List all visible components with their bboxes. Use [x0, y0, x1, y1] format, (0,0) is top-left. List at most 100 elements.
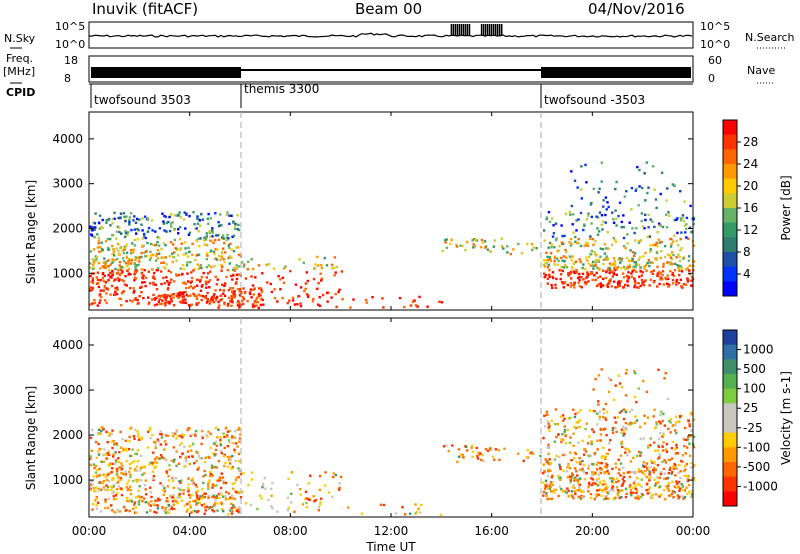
- data-cell: [235, 491, 238, 494]
- data-cell: [147, 503, 150, 506]
- data-cell: [162, 276, 165, 280]
- data-cell: [164, 443, 168, 446]
- data-cell: [572, 231, 575, 234]
- data-cell: [173, 228, 176, 232]
- data-cell: [624, 487, 628, 490]
- data-cell: [675, 415, 678, 418]
- colorbar-tick-label: 500: [743, 362, 766, 376]
- data-cell: [646, 466, 649, 470]
- data-cell: [614, 427, 617, 430]
- data-cell: [674, 464, 677, 467]
- data-cell: [168, 464, 171, 467]
- data-cell: [180, 301, 183, 304]
- data-cell: [656, 272, 659, 275]
- data-cell: [593, 252, 597, 255]
- data-cell: [223, 446, 226, 450]
- data-cell: [261, 298, 264, 302]
- data-cell: [94, 212, 97, 215]
- data-cell: [686, 278, 690, 281]
- data-cell: [218, 255, 221, 258]
- data-cell: [208, 231, 211, 235]
- data-cell: [684, 452, 687, 455]
- data-cell: [299, 304, 303, 308]
- data-cell: [102, 453, 105, 457]
- data-cell: [207, 264, 211, 267]
- data-cell: [104, 488, 107, 491]
- data-cell: [100, 426, 103, 429]
- data-cell: [133, 228, 136, 231]
- data-cell: [199, 294, 202, 297]
- data-cell: [236, 287, 240, 291]
- data-cell: [211, 227, 214, 230]
- data-cell: [543, 275, 546, 279]
- data-cell: [620, 440, 623, 444]
- station-title: Inuvik (fitACF): [92, 0, 199, 18]
- data-cell: [562, 419, 565, 422]
- data-cell: [90, 449, 93, 452]
- data-cell: [654, 449, 657, 452]
- data-cell: [229, 242, 232, 245]
- data-cell: [675, 218, 678, 221]
- data-cell: [170, 300, 173, 303]
- data-cell: [97, 261, 101, 265]
- velocity-data-points: [89, 368, 696, 517]
- data-cell: [638, 483, 641, 487]
- data-cell: [550, 490, 554, 493]
- data-cell: [670, 492, 674, 496]
- data-cell: [687, 483, 691, 487]
- data-cell: [107, 248, 110, 251]
- data-cell: [123, 215, 126, 219]
- data-cell: [204, 456, 207, 460]
- data-cell: [554, 488, 557, 491]
- data-cell: [187, 490, 190, 493]
- data-cell: [149, 504, 152, 507]
- data-cell: [111, 217, 114, 221]
- data-cell: [211, 474, 214, 477]
- data-cell: [178, 225, 182, 229]
- data-cell: [184, 290, 187, 294]
- data-cell: [184, 301, 188, 305]
- data-cell: [666, 274, 669, 277]
- data-cell: [684, 464, 687, 468]
- data-cell: [116, 481, 119, 484]
- data-cell: [122, 212, 126, 215]
- data-cell: [563, 425, 566, 428]
- data-cell: [166, 294, 169, 297]
- data-cell: [219, 258, 222, 261]
- data-cell: [205, 276, 208, 279]
- data-cell: [547, 263, 550, 266]
- data-cell: [602, 415, 605, 419]
- data-cell: [659, 413, 662, 417]
- data-cell: [631, 268, 635, 271]
- data-cell: [180, 479, 183, 482]
- data-cell: [111, 222, 114, 225]
- data-cell: [120, 462, 123, 465]
- data-cell: [132, 248, 135, 251]
- data-cell: [599, 285, 603, 289]
- data-cell: [630, 272, 633, 275]
- data-cell: [592, 462, 595, 466]
- data-cell: [651, 244, 654, 247]
- data-cell: [611, 487, 614, 490]
- data-cell: [197, 301, 200, 305]
- data-cell: [619, 474, 622, 477]
- data-cell: [172, 243, 175, 246]
- data-cell: [210, 466, 214, 470]
- data-cell: [614, 462, 617, 465]
- data-cell: [613, 264, 617, 268]
- data-cell: [187, 477, 190, 480]
- data-cell: [203, 512, 206, 515]
- data-cell: [543, 239, 546, 242]
- data-cell: [153, 510, 156, 514]
- data-cell: [584, 241, 588, 245]
- data-cell: [122, 252, 126, 255]
- data-cell: [146, 430, 150, 433]
- data-cell: [594, 471, 597, 474]
- data-cell: [290, 501, 293, 504]
- data-cell: [318, 488, 321, 492]
- data-cell: [561, 490, 564, 493]
- data-cell: [230, 502, 233, 505]
- data-cell: [290, 492, 293, 495]
- data-cell: [339, 475, 343, 479]
